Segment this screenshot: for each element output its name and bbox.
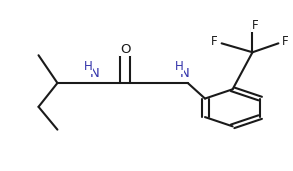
Text: O: O — [120, 43, 130, 56]
Text: N: N — [180, 67, 190, 80]
Text: F: F — [251, 19, 258, 32]
Text: N: N — [89, 67, 99, 80]
Text: F: F — [282, 35, 288, 48]
Text: H: H — [175, 60, 183, 73]
Text: H: H — [84, 60, 92, 73]
Text: F: F — [211, 35, 218, 48]
